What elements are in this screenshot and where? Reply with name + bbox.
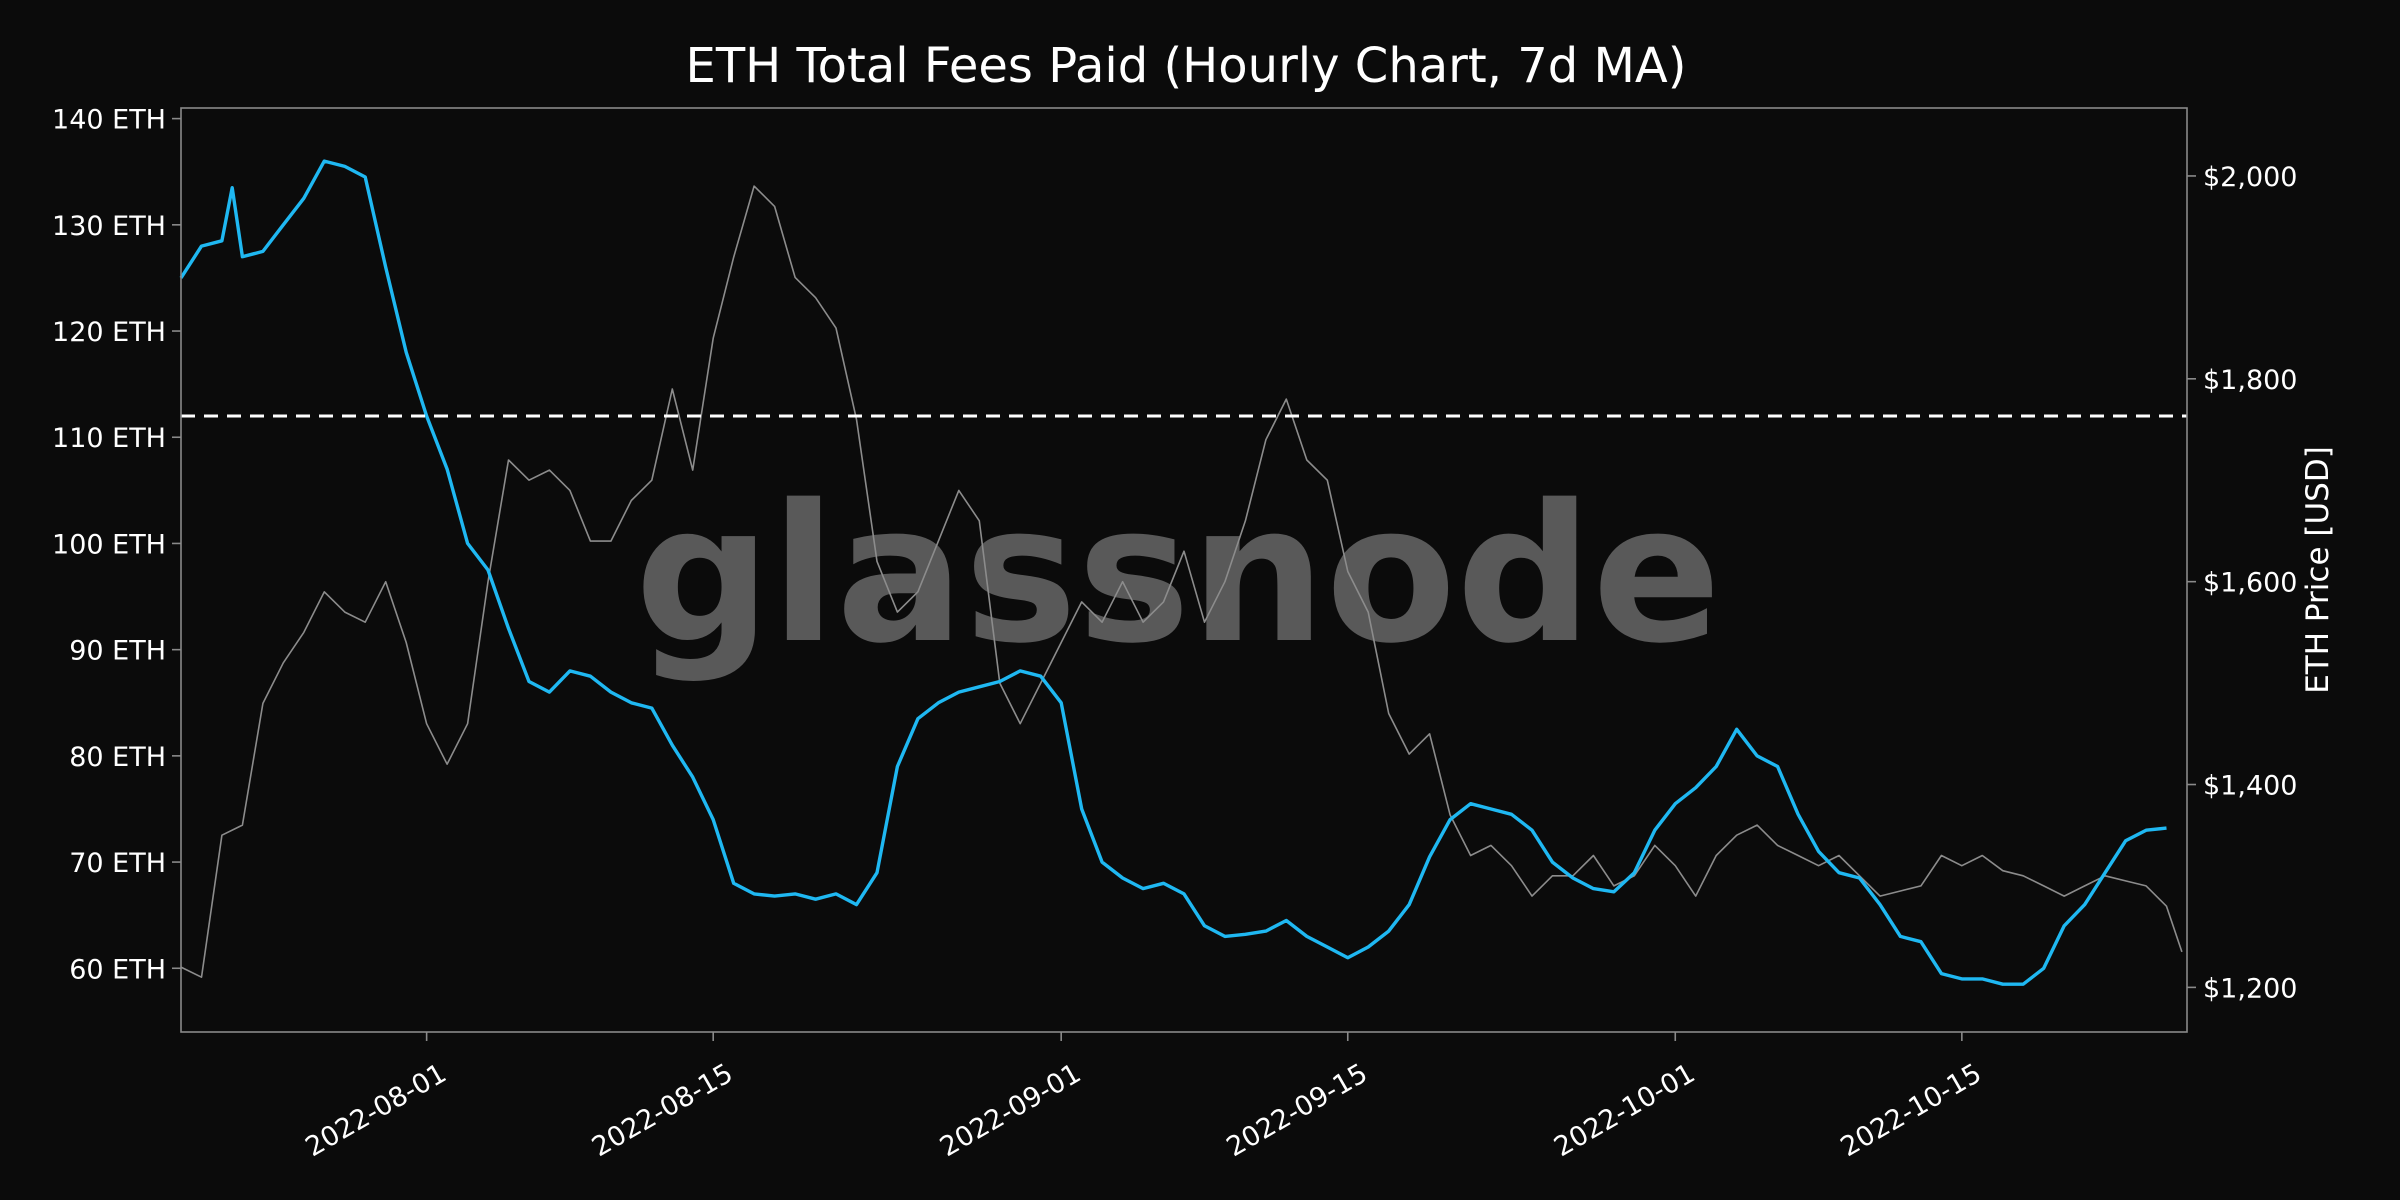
left-tick-label: 140 ETH xyxy=(52,105,166,136)
left-tick-label: 70 ETH xyxy=(69,848,166,879)
left-tick-label: 80 ETH xyxy=(69,742,166,773)
right-tick-label: $1,600 xyxy=(2203,568,2297,599)
chart-title: ETH Total Fees Paid (Hourly Chart, 7d MA… xyxy=(686,38,1687,94)
watermark: glassnode xyxy=(635,464,1721,685)
right-axis-label: ETH Price [USD] xyxy=(2300,446,2336,694)
right-axis: $1,200 $1,400 $1,600 $1,800 $2,000 xyxy=(2187,162,2297,1004)
plot-frame xyxy=(180,107,2188,1033)
right-tick-label: $1,800 xyxy=(2203,365,2297,396)
right-tick-label: $2,000 xyxy=(2203,162,2297,193)
right-tick-label: $1,400 xyxy=(2203,771,2297,802)
left-axis: 60 ETH 70 ETH 80 ETH 90 ETH 100 ETH 110 ETH 12… xyxy=(52,105,181,985)
left-tick-label: 120 ETH xyxy=(52,317,166,348)
eth-price-line xyxy=(180,185,2183,978)
right-tick-label: $1,200 xyxy=(2203,973,2297,1004)
plot-area xyxy=(179,159,2187,986)
total-fees-line xyxy=(179,159,2167,986)
left-tick-label: 100 ETH xyxy=(52,529,166,560)
left-tick-label: 60 ETH xyxy=(69,954,166,985)
left-tick-label: 110 ETH xyxy=(52,423,166,454)
left-tick-label: 130 ETH xyxy=(52,211,166,242)
left-tick-label: 90 ETH xyxy=(69,636,166,667)
